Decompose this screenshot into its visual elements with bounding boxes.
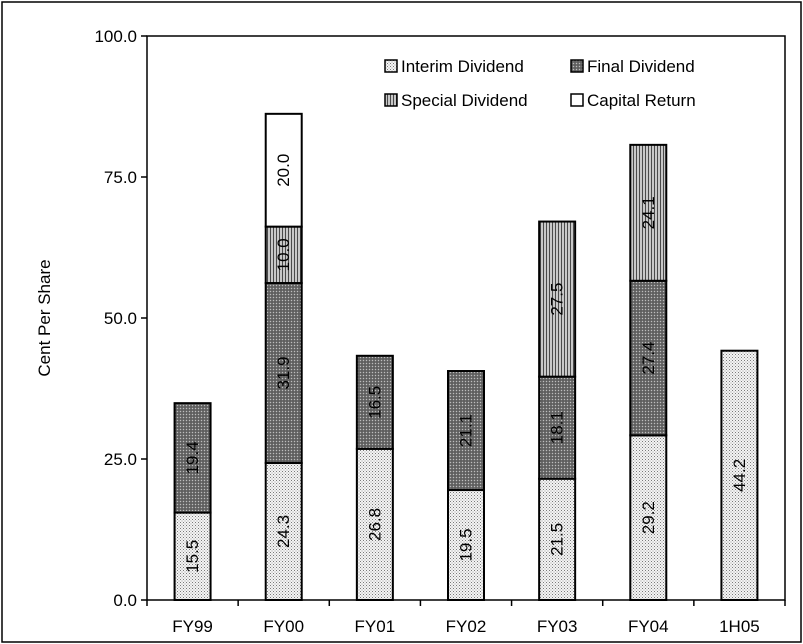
data-label: 27.5 <box>548 283 567 316</box>
y-tick-label: 75.0 <box>104 168 137 187</box>
data-label: 19.4 <box>183 441 202 474</box>
bar-segment-special-dividend <box>264 225 303 285</box>
data-label: 24.3 <box>274 515 293 548</box>
x-category-label: FY04 <box>628 617 669 636</box>
bar-segment-final-dividend <box>173 402 212 514</box>
legend-label: Special Dividend <box>401 91 528 110</box>
y-tick-label: 0.0 <box>113 591 137 610</box>
y-axis: 0.0 25.0 50.0 75.0 100.0 <box>94 27 147 610</box>
x-category-label: FY02 <box>446 617 487 636</box>
legend-swatch <box>570 59 584 73</box>
bars: 15.5 19.4 24.3 31.9 10.0 20.0 26.8 16.5 19.5 21.1… <box>173 112 759 602</box>
legend-label: Final Dividend <box>587 57 695 76</box>
data-label: 19.5 <box>457 528 476 561</box>
data-label: 15.5 <box>183 540 202 573</box>
x-category-label: FY03 <box>537 617 578 636</box>
x-category-label: FY99 <box>172 617 213 636</box>
data-label: 18.1 <box>548 411 567 444</box>
legend-swatch <box>384 93 398 107</box>
data-label: 29.2 <box>639 501 658 534</box>
x-category-label: 1H05 <box>719 617 760 636</box>
y-tick-label: 25.0 <box>104 450 137 469</box>
data-label: 24.1 <box>639 196 658 229</box>
x-category-label: FY01 <box>355 617 396 636</box>
data-label: 16.5 <box>365 386 384 419</box>
data-label: 20.0 <box>274 154 293 187</box>
legend: Interim Dividend Final Dividend Special Di… <box>384 57 696 110</box>
y-axis-label: Cent Per Share <box>35 259 54 376</box>
data-label: 10.0 <box>274 238 293 271</box>
bar-segment-final-dividend <box>447 370 485 492</box>
data-label: 44.2 <box>730 459 749 492</box>
data-label: 31.9 <box>274 356 293 389</box>
legend-swatch <box>384 59 398 73</box>
bar-segment-special-dividend <box>629 143 668 282</box>
data-label: 27.4 <box>639 341 658 374</box>
bar-segment-interim-dividend <box>720 349 759 601</box>
bar-segment-special-dividend <box>538 220 577 378</box>
bar-segment-interim-dividend <box>355 447 394 601</box>
data-label: 21.5 <box>548 523 567 556</box>
bar-segment-final-dividend <box>538 375 577 480</box>
x-category-label: FY00 <box>263 617 304 636</box>
legend-swatch <box>570 93 584 107</box>
bar-segment-interim-dividend <box>538 477 577 601</box>
y-tick-label: 100.0 <box>94 27 137 46</box>
legend-label: Interim Dividend <box>401 57 524 76</box>
data-label: 21.1 <box>457 414 476 447</box>
bar-segment-capital-return <box>264 112 303 228</box>
bar-segment-interim-dividend <box>173 511 212 602</box>
data-label: 26.8 <box>365 508 384 541</box>
legend-label: Capital Return <box>587 91 696 110</box>
bar-segment-final-dividend <box>264 282 303 464</box>
bar-segment-final-dividend <box>355 354 394 450</box>
y-tick-label: 50.0 <box>104 309 137 328</box>
x-axis: FY99 FY00 FY01 FY02 FY03 FY04 1H05 <box>146 600 786 636</box>
